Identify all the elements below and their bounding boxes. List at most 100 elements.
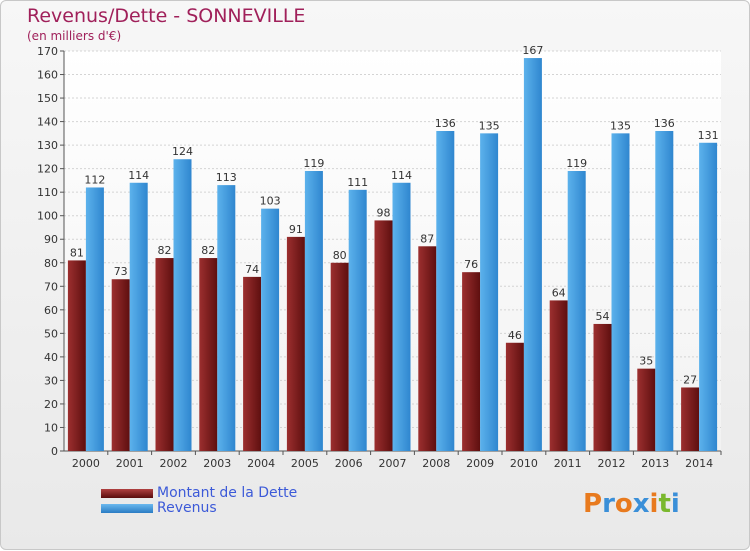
y-tick-label: 170 xyxy=(37,45,58,58)
x-tick-label: 2014 xyxy=(685,457,713,470)
x-tick-label: 2008 xyxy=(422,457,450,470)
bar-revenue xyxy=(655,131,674,451)
data-label-revenue: 135 xyxy=(479,119,500,132)
data-label-revenue: 111 xyxy=(347,176,368,189)
legend-label-revenue: Revenus xyxy=(157,500,217,516)
data-label-debt: 74 xyxy=(245,263,259,276)
y-tick-label: 80 xyxy=(44,257,58,270)
legend-swatch-revenue xyxy=(101,504,153,513)
data-label-debt: 87 xyxy=(420,232,434,245)
data-label-revenue: 113 xyxy=(216,171,237,184)
data-label-debt: 76 xyxy=(464,258,478,271)
x-tick-label: 2004 xyxy=(247,457,275,470)
data-label-revenue: 131 xyxy=(698,129,719,142)
bar-debt xyxy=(462,272,481,451)
x-tick-label: 2002 xyxy=(160,457,188,470)
bar-debt xyxy=(155,258,174,451)
logo-letter: x xyxy=(632,489,650,519)
proxiti-logo: Proxiti xyxy=(583,489,680,519)
y-tick-label: 140 xyxy=(37,116,58,129)
y-tick-label: 40 xyxy=(44,351,58,364)
bar-debt xyxy=(418,246,437,451)
x-tick-label: 2007 xyxy=(379,457,407,470)
bar-revenue xyxy=(348,189,367,451)
logo-letter: i xyxy=(649,489,659,519)
bar-debt xyxy=(67,260,86,451)
bar-debt xyxy=(330,262,349,451)
data-label-debt: 98 xyxy=(377,206,391,219)
data-label-debt: 46 xyxy=(508,329,522,342)
bar-revenue xyxy=(85,187,104,451)
bar-revenue xyxy=(261,208,280,451)
x-tick-label: 2012 xyxy=(598,457,626,470)
bar-revenue xyxy=(523,58,542,451)
bar-revenue xyxy=(567,171,586,451)
y-tick-label: 30 xyxy=(44,374,58,387)
data-label-debt: 82 xyxy=(158,244,172,257)
data-label-revenue: 114 xyxy=(391,169,412,182)
chart-title: Revenus/Dette - SONNEVILLE xyxy=(27,5,306,27)
y-tick-label: 20 xyxy=(44,398,58,411)
bar-debt xyxy=(111,279,130,451)
x-tick-label: 2006 xyxy=(335,457,363,470)
y-tick-label: 50 xyxy=(44,327,58,340)
logo-letter: r xyxy=(602,489,615,519)
bar-debt xyxy=(549,300,568,451)
y-tick-label: 70 xyxy=(44,280,58,293)
legend-label-debt: Montant de la Dette xyxy=(157,485,298,501)
bar-revenue xyxy=(611,133,630,451)
data-label-debt: 64 xyxy=(552,286,566,299)
bar-debt xyxy=(637,368,656,451)
bar-debt xyxy=(286,236,305,451)
y-tick-label: 160 xyxy=(37,69,58,82)
bar-revenue xyxy=(173,159,192,451)
bar-debt xyxy=(505,342,524,451)
x-tick-label: 2005 xyxy=(291,457,319,470)
data-label-debt: 82 xyxy=(201,244,215,257)
data-label-revenue: 124 xyxy=(172,145,193,158)
y-tick-label: 0 xyxy=(51,445,58,458)
data-label-revenue: 135 xyxy=(610,119,631,132)
y-tick-label: 60 xyxy=(44,304,58,317)
data-label-debt: 27 xyxy=(683,373,697,386)
x-tick-label: 2010 xyxy=(510,457,538,470)
data-label-debt: 35 xyxy=(639,355,653,368)
bar-debt xyxy=(243,276,262,451)
y-tick-label: 150 xyxy=(37,92,58,105)
x-tick-label: 2011 xyxy=(554,457,582,470)
bar-revenue xyxy=(436,131,455,451)
x-tick-label: 2000 xyxy=(72,457,100,470)
logo-letter: i xyxy=(670,489,680,519)
bar-revenue xyxy=(480,133,499,451)
logo-letter: P xyxy=(583,489,603,519)
data-label-revenue: 136 xyxy=(654,117,675,130)
data-label-debt: 73 xyxy=(114,265,128,278)
bar-revenue xyxy=(129,182,148,451)
y-tick-label: 100 xyxy=(37,210,58,223)
data-label-revenue: 119 xyxy=(566,157,587,170)
data-label-revenue: 119 xyxy=(303,157,324,170)
bar-debt xyxy=(199,258,218,451)
data-label-revenue: 114 xyxy=(128,169,149,182)
data-label-debt: 54 xyxy=(596,310,610,323)
y-tick-label: 110 xyxy=(37,186,58,199)
x-tick-label: 2003 xyxy=(203,457,231,470)
chart-subtitle: (en milliers d'€) xyxy=(27,29,122,43)
bar-debt xyxy=(681,387,700,451)
bar-revenue xyxy=(392,182,411,451)
y-tick-label: 130 xyxy=(37,139,58,152)
bar-revenue xyxy=(217,185,236,451)
data-label-debt: 91 xyxy=(289,223,303,236)
x-tick-label: 2001 xyxy=(116,457,144,470)
data-label-revenue: 103 xyxy=(260,195,281,208)
logo-letter: t xyxy=(658,489,671,519)
bar-revenue xyxy=(304,171,323,451)
data-label-revenue: 136 xyxy=(435,117,456,130)
bar-debt xyxy=(374,220,393,451)
x-tick-label: 2013 xyxy=(641,457,669,470)
logo-letter: o xyxy=(614,489,633,519)
bar-revenue xyxy=(699,142,718,451)
data-label-debt: 81 xyxy=(70,246,84,259)
